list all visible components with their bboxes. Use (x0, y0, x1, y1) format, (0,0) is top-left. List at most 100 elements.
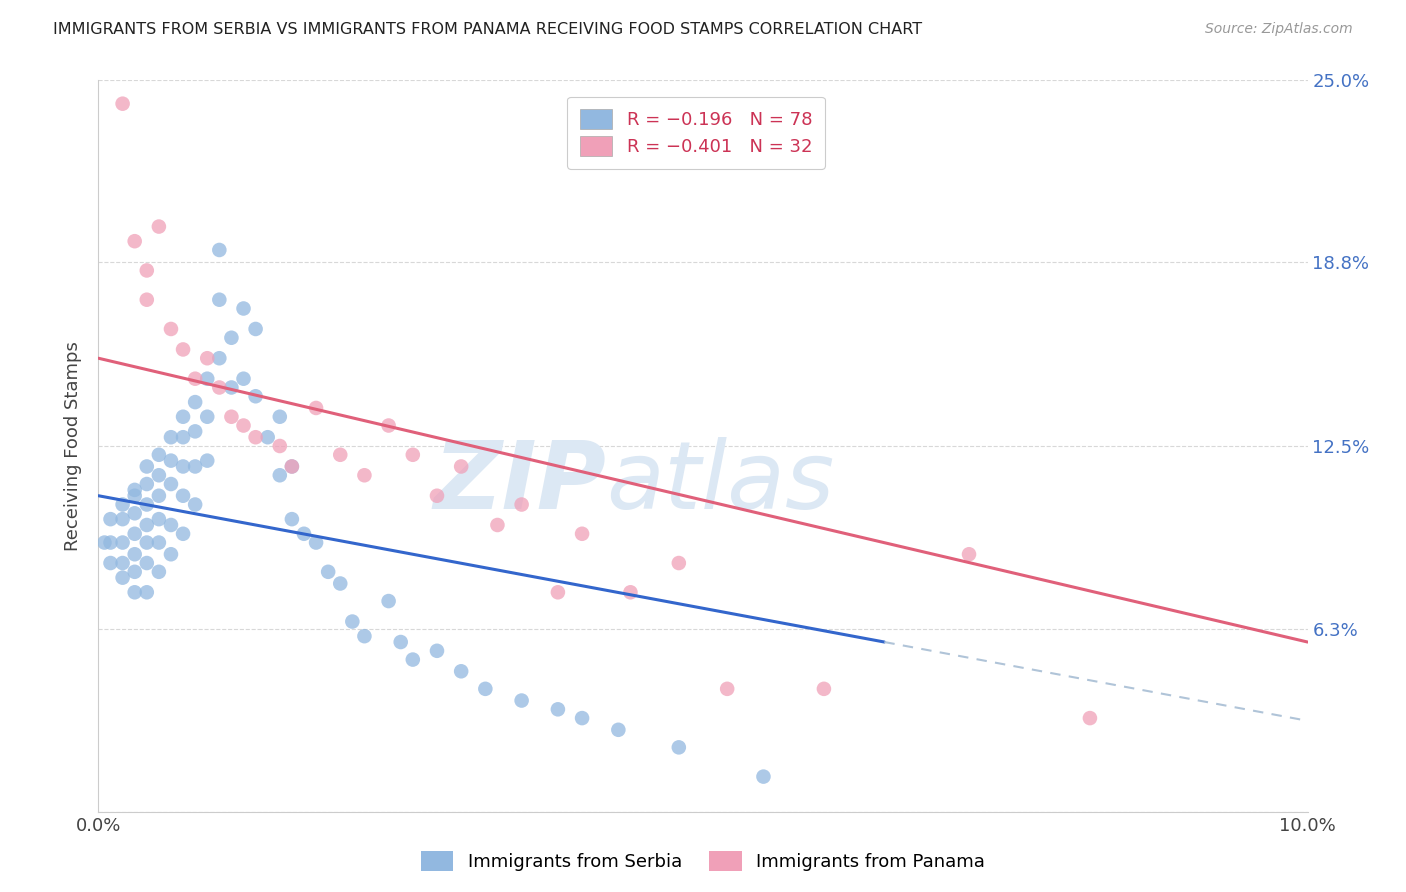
Point (184, 498, 207, 512)
Point (450, 665, 472, 679)
Point (100, 512, 122, 526)
Point (619, 585, 641, 599)
Point (813, 681, 835, 696)
Point (426, 489, 449, 503)
Point (269, 468, 291, 483)
Point (148, 565, 170, 579)
Text: ZIP: ZIP (433, 436, 606, 529)
Point (208, 380, 231, 394)
Point (208, 243, 231, 257)
Point (124, 489, 146, 503)
Point (135, 535, 157, 549)
Point (124, 483, 146, 497)
Point (111, 571, 134, 585)
Y-axis label: Receiving Food Stamps: Receiving Food Stamps (65, 341, 83, 551)
Point (148, 468, 170, 483)
Point (232, 418, 254, 433)
Point (571, 526, 593, 541)
Point (148, 448, 170, 462)
Point (607, 723, 630, 737)
Point (510, 498, 533, 512)
Point (184, 425, 207, 439)
Point (160, 518, 183, 533)
Point (353, 629, 375, 643)
Point (135, 518, 157, 533)
Point (450, 459, 472, 474)
Legend: Immigrants from Serbia, Immigrants from Panama: Immigrants from Serbia, Immigrants from … (413, 844, 993, 879)
Point (245, 389, 267, 403)
Point (111, 498, 134, 512)
Point (571, 711, 593, 725)
Point (184, 395, 207, 409)
Point (172, 526, 194, 541)
Point (195, 351, 218, 366)
Point (135, 459, 157, 474)
Point (184, 372, 207, 386)
Point (402, 652, 425, 666)
Point (135, 556, 157, 570)
Point (172, 409, 194, 424)
Point (172, 430, 194, 444)
Point (281, 459, 304, 474)
Point (111, 535, 134, 549)
Point (124, 565, 146, 579)
Point (269, 409, 291, 424)
Point (124, 585, 146, 599)
Point (148, 512, 170, 526)
Point (389, 635, 412, 649)
Text: Source: ZipAtlas.com: Source: ZipAtlas.com (1205, 22, 1353, 37)
Point (111, 512, 134, 526)
Point (245, 322, 267, 336)
Point (124, 526, 146, 541)
Point (124, 234, 146, 248)
Point (135, 498, 157, 512)
Point (208, 351, 231, 366)
Point (160, 547, 183, 561)
Point (172, 489, 194, 503)
Point (377, 594, 399, 608)
Point (148, 489, 170, 503)
Point (474, 681, 496, 696)
Legend: R = −0.196   N = 78, R = −0.401   N = 32: R = −0.196 N = 78, R = −0.401 N = 32 (567, 96, 825, 169)
Point (100, 556, 122, 570)
Point (221, 380, 243, 394)
Point (172, 459, 194, 474)
Point (547, 585, 569, 599)
Point (184, 459, 207, 474)
Point (160, 430, 183, 444)
Point (377, 418, 399, 433)
Point (124, 506, 146, 520)
Point (93, 535, 115, 549)
Point (292, 526, 315, 541)
Point (221, 331, 243, 345)
Point (316, 565, 339, 579)
Point (1078, 711, 1101, 725)
Point (305, 401, 328, 415)
Point (716, 681, 738, 696)
Point (668, 740, 690, 755)
Point (148, 219, 170, 234)
Point (100, 535, 122, 549)
Point (245, 430, 267, 444)
Point (160, 322, 183, 336)
Point (281, 512, 304, 526)
Point (160, 453, 183, 467)
Point (135, 585, 157, 599)
Text: atlas: atlas (606, 437, 835, 528)
Point (111, 96, 134, 111)
Text: IMMIGRANTS FROM SERBIA VS IMMIGRANTS FROM PANAMA RECEIVING FOOD STAMPS CORRELATI: IMMIGRANTS FROM SERBIA VS IMMIGRANTS FRO… (53, 22, 922, 37)
Point (486, 518, 509, 533)
Point (329, 576, 352, 591)
Point (281, 459, 304, 474)
Point (172, 343, 194, 357)
Point (547, 702, 569, 716)
Point (752, 770, 775, 784)
Point (342, 615, 364, 629)
Point (148, 535, 170, 549)
Point (124, 547, 146, 561)
Point (160, 477, 183, 491)
Point (208, 293, 231, 307)
Point (221, 409, 243, 424)
Point (510, 693, 533, 707)
Point (269, 439, 291, 453)
